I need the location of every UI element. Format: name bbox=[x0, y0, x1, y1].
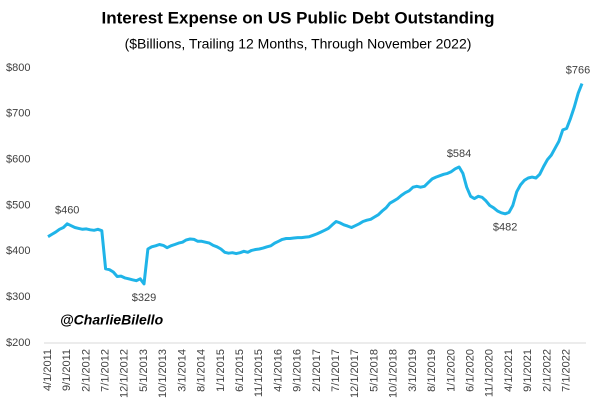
x-tick-label: 9/1/2016 bbox=[292, 349, 304, 392]
x-tick-label: 1/1/2020 bbox=[445, 349, 457, 392]
x-tick-label: 5/1/2013 bbox=[138, 349, 150, 392]
value-label: $460 bbox=[55, 205, 79, 217]
x-tick-label: 11/1/2020 bbox=[484, 349, 496, 397]
x-tick-label: 4/1/2011 bbox=[42, 349, 54, 391]
x-tick-label: 5/1/2018 bbox=[368, 349, 380, 392]
x-tick-label: 7/1/2012 bbox=[100, 349, 112, 392]
x-tick-label: 12/1/2012 bbox=[119, 349, 131, 398]
x-tick-label: 9/1/2011 bbox=[61, 349, 73, 391]
watermark: @CharlieBilello bbox=[60, 312, 164, 328]
x-tick-label: 10/1/2018 bbox=[388, 349, 400, 398]
x-tick-label: 9/1/2021 bbox=[522, 349, 534, 392]
x-tick-label: 6/1/2015 bbox=[234, 349, 246, 392]
y-tick-label: $700 bbox=[6, 108, 30, 120]
x-tick-label: 4/1/2016 bbox=[272, 349, 284, 392]
x-tick-label: 6/1/2020 bbox=[464, 349, 476, 392]
x-tick-label: 7/1/2022 bbox=[561, 349, 573, 392]
x-tick-label: 7/1/2017 bbox=[330, 349, 342, 392]
x-tick-label: 3/1/2019 bbox=[407, 349, 419, 392]
y-tick-label: $500 bbox=[6, 199, 30, 211]
line-series bbox=[47, 83, 584, 286]
x-tick-label: 2/1/2022 bbox=[541, 349, 553, 392]
x-tick-label: 1/1/2015 bbox=[215, 349, 227, 392]
chart-title: Interest Expense on US Public Debt Outst… bbox=[102, 8, 495, 27]
x-tick-label: 11/1/2015 bbox=[253, 349, 265, 397]
y-tick-label: $800 bbox=[6, 62, 30, 74]
y-tick-label: $300 bbox=[6, 291, 30, 303]
x-tick-label: 3/1/2014 bbox=[176, 349, 188, 392]
x-tick-label: 2/1/2017 bbox=[311, 349, 323, 392]
x-tick-label: 2/1/2012 bbox=[80, 349, 92, 392]
y-tick-label: $400 bbox=[6, 245, 30, 257]
y-tick-label: $200 bbox=[6, 337, 30, 349]
chart-subtitle: ($Billions, Trailing 12 Months, Through … bbox=[125, 36, 472, 52]
x-tick-label: 8/1/2019 bbox=[426, 349, 438, 392]
y-tick-label: $600 bbox=[6, 154, 30, 166]
value-label: $329 bbox=[132, 292, 156, 304]
value-label: $766 bbox=[566, 64, 590, 76]
x-tick-label: 4/1/2021 bbox=[503, 349, 515, 392]
x-tick-label: 8/1/2014 bbox=[196, 349, 208, 392]
value-label: $584 bbox=[447, 148, 471, 160]
x-tick-label: 12/1/2017 bbox=[349, 349, 361, 398]
value-label: $482 bbox=[493, 222, 517, 234]
x-tick-label: 10/1/2013 bbox=[157, 349, 169, 398]
